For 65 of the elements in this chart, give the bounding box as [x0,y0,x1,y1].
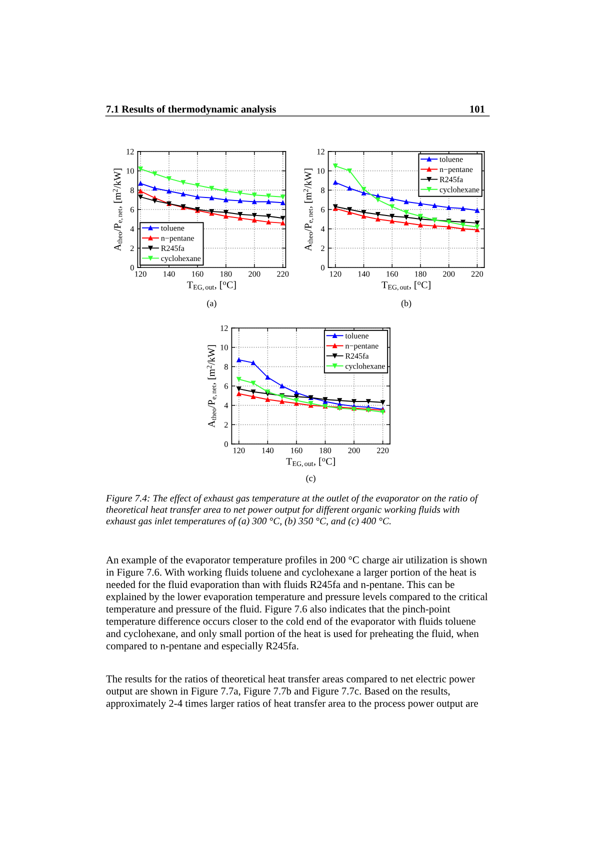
x-tick-label: 120 [330,271,342,277]
x-tick-label: 220 [377,448,389,454]
x-tick-label: 200 [248,271,260,277]
x-tick-label: 180 [320,448,332,454]
y-tick-label: 8 [130,188,134,194]
legend-label: cyclohexane [346,363,385,370]
y-tick-label: 2 [130,246,134,252]
text: (a) [207,300,216,308]
x-tick-label: 200 [443,271,455,277]
y-tick-label: 8 [321,188,325,194]
text: The results for the ratios of theoretical heat transfer areas compared to net electric power output are shown in Figure 7.7a, Figure 7.7b and Figure 7.7c. Based on the results, approximately 2-4 times larger ratios of heat transfer area to the process power output are [106,675,478,710]
y-tick-label: 12 [317,148,324,154]
y-tick-label: 4 [320,226,325,232]
x-tick-label: 160 [386,271,398,277]
y-tick-label: 2 [321,246,324,252]
y-tick-label: 10 [317,168,325,174]
y-tick-label: 2 [224,422,228,428]
y-tick-label: 0 [321,264,325,270]
x-axis-title: T$_{EG,out}$, [$^{o}$C] [382,281,430,291]
y-tick-label: 8 [224,364,228,370]
y-tick-label: 10 [220,344,228,350]
legend-label: n−pentane [345,344,378,350]
x-tick-label: 140 [164,271,175,277]
x-tick-label: 180 [415,271,426,277]
y-tick-label: 0 [130,264,134,270]
y-tick-label: 6 [321,206,325,212]
x-tick-label: 180 [220,271,232,277]
legend-label: R245fa [440,176,463,182]
text: 7.1 Results of thermodynamic analysis [106,105,276,115]
x-tick-label: 200 [348,448,360,454]
legend-label: R245fa [161,245,184,251]
y-tick-label: 12 [126,148,134,154]
y-tick-label: 4 [224,402,228,408]
x-tick-label: 140 [262,448,274,454]
y-axis-title: A$_{theo}$/P$_{e,net}$, [m$^{2}$/kW] [303,168,314,251]
legend-label: R245fa [345,352,369,359]
y-tick-label: 6 [224,383,228,389]
legend-label: cyclohexane [161,255,201,263]
x-tick-label: 160 [192,271,204,277]
y-tick-label: 4 [130,226,134,232]
x-tick-label: 120 [135,271,146,277]
text: 101 [470,106,484,113]
y-axis-title: A$_{theo}$/P$_{e,net}$, [m$^{2}$/kW] [206,345,218,428]
legend-label: cyclohexane [440,186,480,194]
x-tick-label: 160 [291,448,302,454]
y-tick-label: 10 [126,168,134,174]
legend-label: n−pentane [440,168,473,174]
caption: Figure 7.4: The effect of exhaust gas temperature at the outlet of the evaporator on the ratio of theoretical heat transfer area to net power output for different organic working fluids with exhaust gas inlet temperatures of (a) 300 °C, (b) 350 °C, and (c) 400 °C. [106,494,479,526]
legend-label: toluene [440,156,463,162]
x-axis-title: T$_{EG,out}$, [$^{o}$C] [286,458,335,468]
legend-label: toluene [345,332,368,338]
x-tick-label: 220 [471,271,484,277]
y-tick-label: 0 [224,441,228,447]
text: An example of the evaporator temperature profiles in 200 °C charge air utilization is shown in Figure 7.6. With working fluids toluene and cyclohexane a larger portion of the heat is needed for the fluid evaporation than with fluids R245fa and n-pentane. This can be explained by the lower evaporation temperature and pressure levels compared to the critical temperature and pressure of the fluid. Figure 7.6 also indicates that the pinch-point temperature difference occurs closer to the cold end of the evaporator with fluids toluene and cyclohexane, and only small portion of the heat is used for preheating the fluid, when compared to n-pentane and especially R245fa. [106,556,488,652]
y-axis-title: A$_{theo}$/P$_{e,net}$, [m$^{2}$/kW] [112,168,124,251]
text: (b) [401,300,412,308]
text: (c) [306,474,316,484]
x-tick-label: 140 [358,271,370,277]
legend-label: toluene [160,225,184,231]
x-tick-label: 120 [233,448,245,454]
x-axis-title: T$_{EG,out}$, [$^{o}$C] [187,281,236,291]
legend-label: n−pentane [161,236,194,242]
x-tick-label: 220 [277,271,289,277]
y-tick-label: 6 [130,206,134,212]
y-tick-label: 12 [220,325,228,331]
